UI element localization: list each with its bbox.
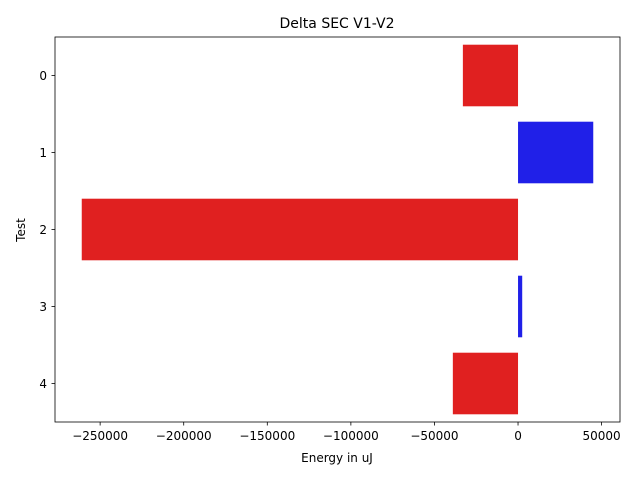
y-tick-label: 3 [39,300,47,314]
x-tick-label: −100000 [323,429,379,443]
x-tick-label: −150000 [239,429,295,443]
x-tick-label: 50000 [583,429,621,443]
bar-test-0 [462,44,519,107]
plot-frame [54,36,621,423]
bar-test-3 [518,275,523,338]
x-tick-label: −250000 [72,429,128,443]
y-tick-label: 2 [39,223,47,237]
y-axis-ticks: 0 1 2 3 4 [39,69,55,391]
y-tick-label: 0 [39,69,47,83]
x-axis-label: Energy in uJ [301,451,373,465]
x-axis-ticks: −250000 −200000 −150000 −100000 −50000 0 50000 [72,422,621,443]
x-tick-label: 0 [514,429,522,443]
chart-title: Delta SEC V1-V2 [280,16,395,32]
x-tick-label: −200000 [156,429,212,443]
bar-test-4 [452,352,519,415]
x-tick-label: −50000 [410,429,458,443]
bar-test-2 [81,198,519,261]
bar-test-1 [518,121,594,184]
bars-group [81,44,594,415]
y-tick-label: 1 [39,146,47,160]
y-tick-label: 4 [39,377,47,391]
y-axis-label: Test [14,218,28,243]
